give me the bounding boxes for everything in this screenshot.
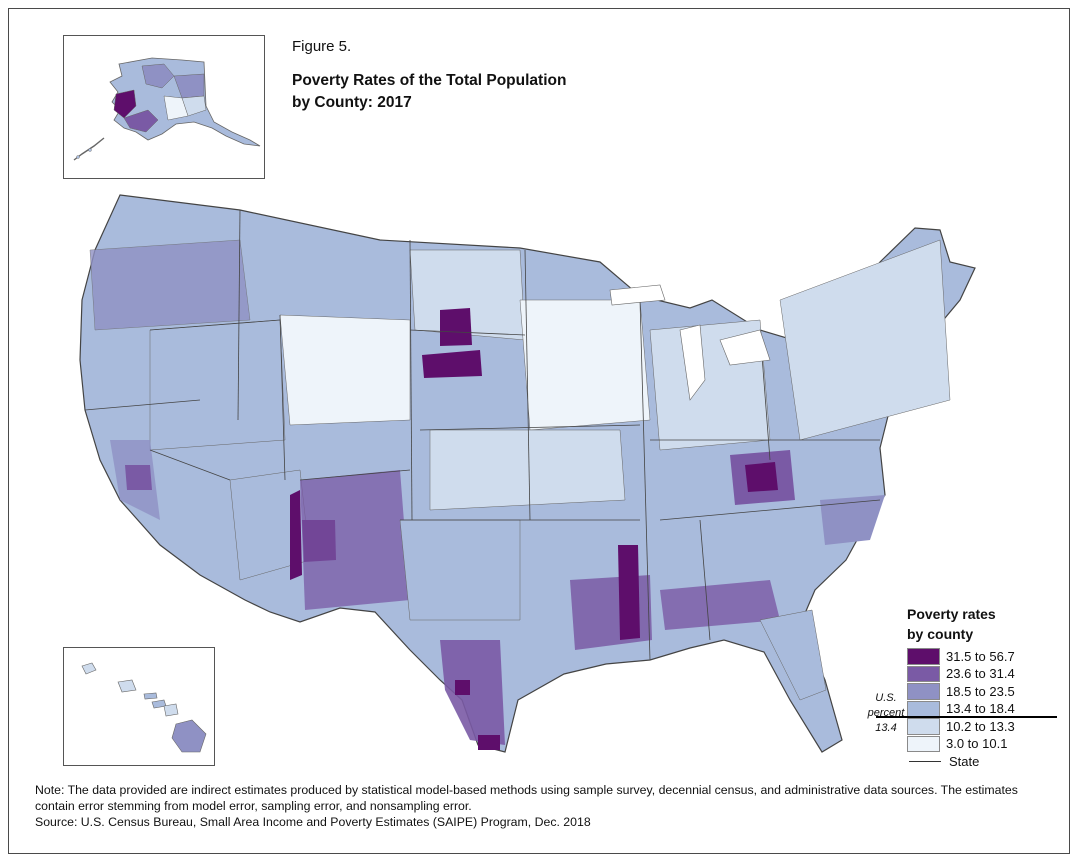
figure-title: Poverty Rates of the Total Population by…: [292, 70, 612, 114]
legend-swatch: [907, 718, 940, 735]
legend-label: 13.4 to 18.4: [946, 701, 1015, 717]
source-text: Source: U.S. Census Bureau, Small Area I…: [35, 815, 591, 829]
us-percent-divider: [876, 716, 1057, 718]
hawaii-map: [81, 662, 207, 753]
note-text: Note: The data provided are indirect est…: [35, 783, 1018, 813]
alaska-map: [73, 57, 261, 161]
state-border-key: State: [909, 754, 979, 769]
legend-label: 23.6 to 31.4: [946, 666, 1015, 682]
legend-title-line-1: Poverty rates: [907, 606, 996, 622]
legend-label: 18.5 to 23.5: [946, 683, 1015, 699]
state-label: State: [949, 754, 980, 769]
legend-label: 10.2 to 13.3: [946, 718, 1015, 734]
legend-label: 3.0 to 10.1: [946, 736, 1008, 752]
legend-label: 31.5 to 56.7: [946, 648, 1015, 664]
legend-swatch: [907, 648, 940, 665]
figure-number: Figure 5.: [292, 38, 352, 55]
legend-swatch: [907, 665, 940, 682]
legend-row: 23.6 to 31.4: [907, 665, 1057, 682]
legend-row: 31.5 to 56.7: [907, 648, 1057, 665]
legend: 31.5 to 56.7 23.6 to 31.4 18.5 to 23.5 1…: [907, 648, 1057, 753]
legend-swatch: [907, 683, 940, 700]
figure-title-line-1: Poverty Rates of the Total Population: [292, 72, 567, 89]
alaska-inset: [63, 35, 265, 179]
notes: Note: The data provided are indirect est…: [35, 782, 1035, 830]
us-percent-line-1: U.S.: [875, 692, 897, 704]
legend-title-line-2: by county: [907, 626, 974, 642]
legend-row: 3.0 to 10.1: [907, 735, 1057, 752]
figure-frame: [8, 8, 1070, 854]
legend-title: Poverty rates by county: [907, 604, 1057, 644]
figure-title-line-2: by County: 2017: [292, 94, 412, 111]
state-line-symbol: [909, 761, 941, 762]
legend-row: 10.2 to 13.3: [907, 718, 1057, 735]
legend-swatch: [907, 700, 940, 717]
hawaii-inset: [63, 647, 215, 766]
us-percent-line-2: percent: [867, 707, 905, 719]
us-percent-label: U.S. percent 13.4: [866, 691, 906, 736]
legend-row: 13.4 to 18.4: [907, 700, 1057, 717]
legend-row: 18.5 to 23.5: [907, 683, 1057, 700]
legend-swatch: [907, 735, 940, 752]
us-percent-value: 13.4: [875, 722, 897, 734]
